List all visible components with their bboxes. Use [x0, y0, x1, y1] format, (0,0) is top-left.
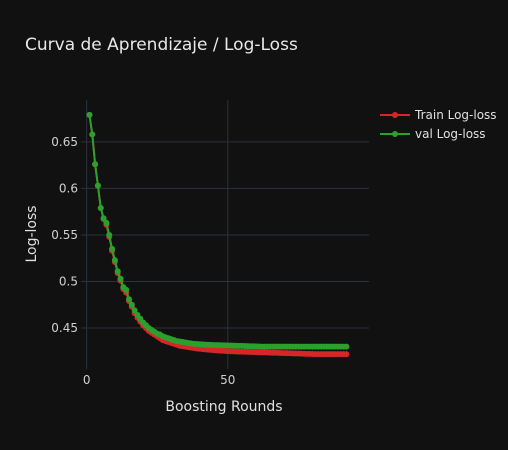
- data-point: [89, 131, 96, 138]
- x-tick-label: 50: [220, 373, 235, 387]
- data-point: [126, 296, 132, 303]
- data-point: [86, 111, 93, 118]
- x-tick-label: 0: [83, 373, 91, 387]
- y-tick-label: 0.5: [59, 275, 78, 289]
- y-axis-label: Log-loss: [24, 205, 40, 262]
- legend-label: val Log-loss: [415, 127, 486, 141]
- y-tick-label: 0.45: [51, 321, 78, 335]
- data-point: [123, 286, 130, 293]
- data-point: [103, 219, 110, 226]
- data-point: [343, 351, 350, 358]
- y-tick-label: 0.6: [59, 181, 78, 195]
- data-point: [131, 307, 138, 314]
- data-point: [106, 231, 113, 238]
- legend: Train Log-loss val Log-loss: [380, 108, 497, 141]
- series-layer: [86, 111, 350, 358]
- x-axis-label: Boosting Rounds: [165, 399, 282, 415]
- tick-labels: 0.45 0.5 0.55 0.6 0.65 0 50: [51, 135, 235, 387]
- data-point: [343, 343, 350, 350]
- data-point: [92, 161, 99, 168]
- chart-title: Curva de Aprendizaje / Log-Loss: [25, 35, 298, 55]
- data-point: [114, 268, 121, 275]
- data-point: [100, 215, 107, 222]
- data-point: [128, 301, 135, 308]
- data-point: [94, 182, 101, 189]
- legend-label: Train Log-loss: [414, 108, 497, 122]
- legend-item[interactable]: Train Log-loss: [380, 108, 497, 122]
- data-point: [109, 245, 116, 252]
- data-point: [97, 204, 104, 211]
- data-point: [111, 257, 118, 264]
- series-val: [86, 111, 350, 350]
- legend-swatch-marker: [392, 112, 398, 118]
- grid: [81, 100, 369, 369]
- data-point: [117, 275, 124, 282]
- legend-item[interactable]: val Log-loss: [380, 127, 486, 141]
- y-tick-label: 0.55: [51, 228, 78, 242]
- legend-swatch-marker: [392, 131, 398, 137]
- y-tick-label: 0.65: [51, 135, 78, 149]
